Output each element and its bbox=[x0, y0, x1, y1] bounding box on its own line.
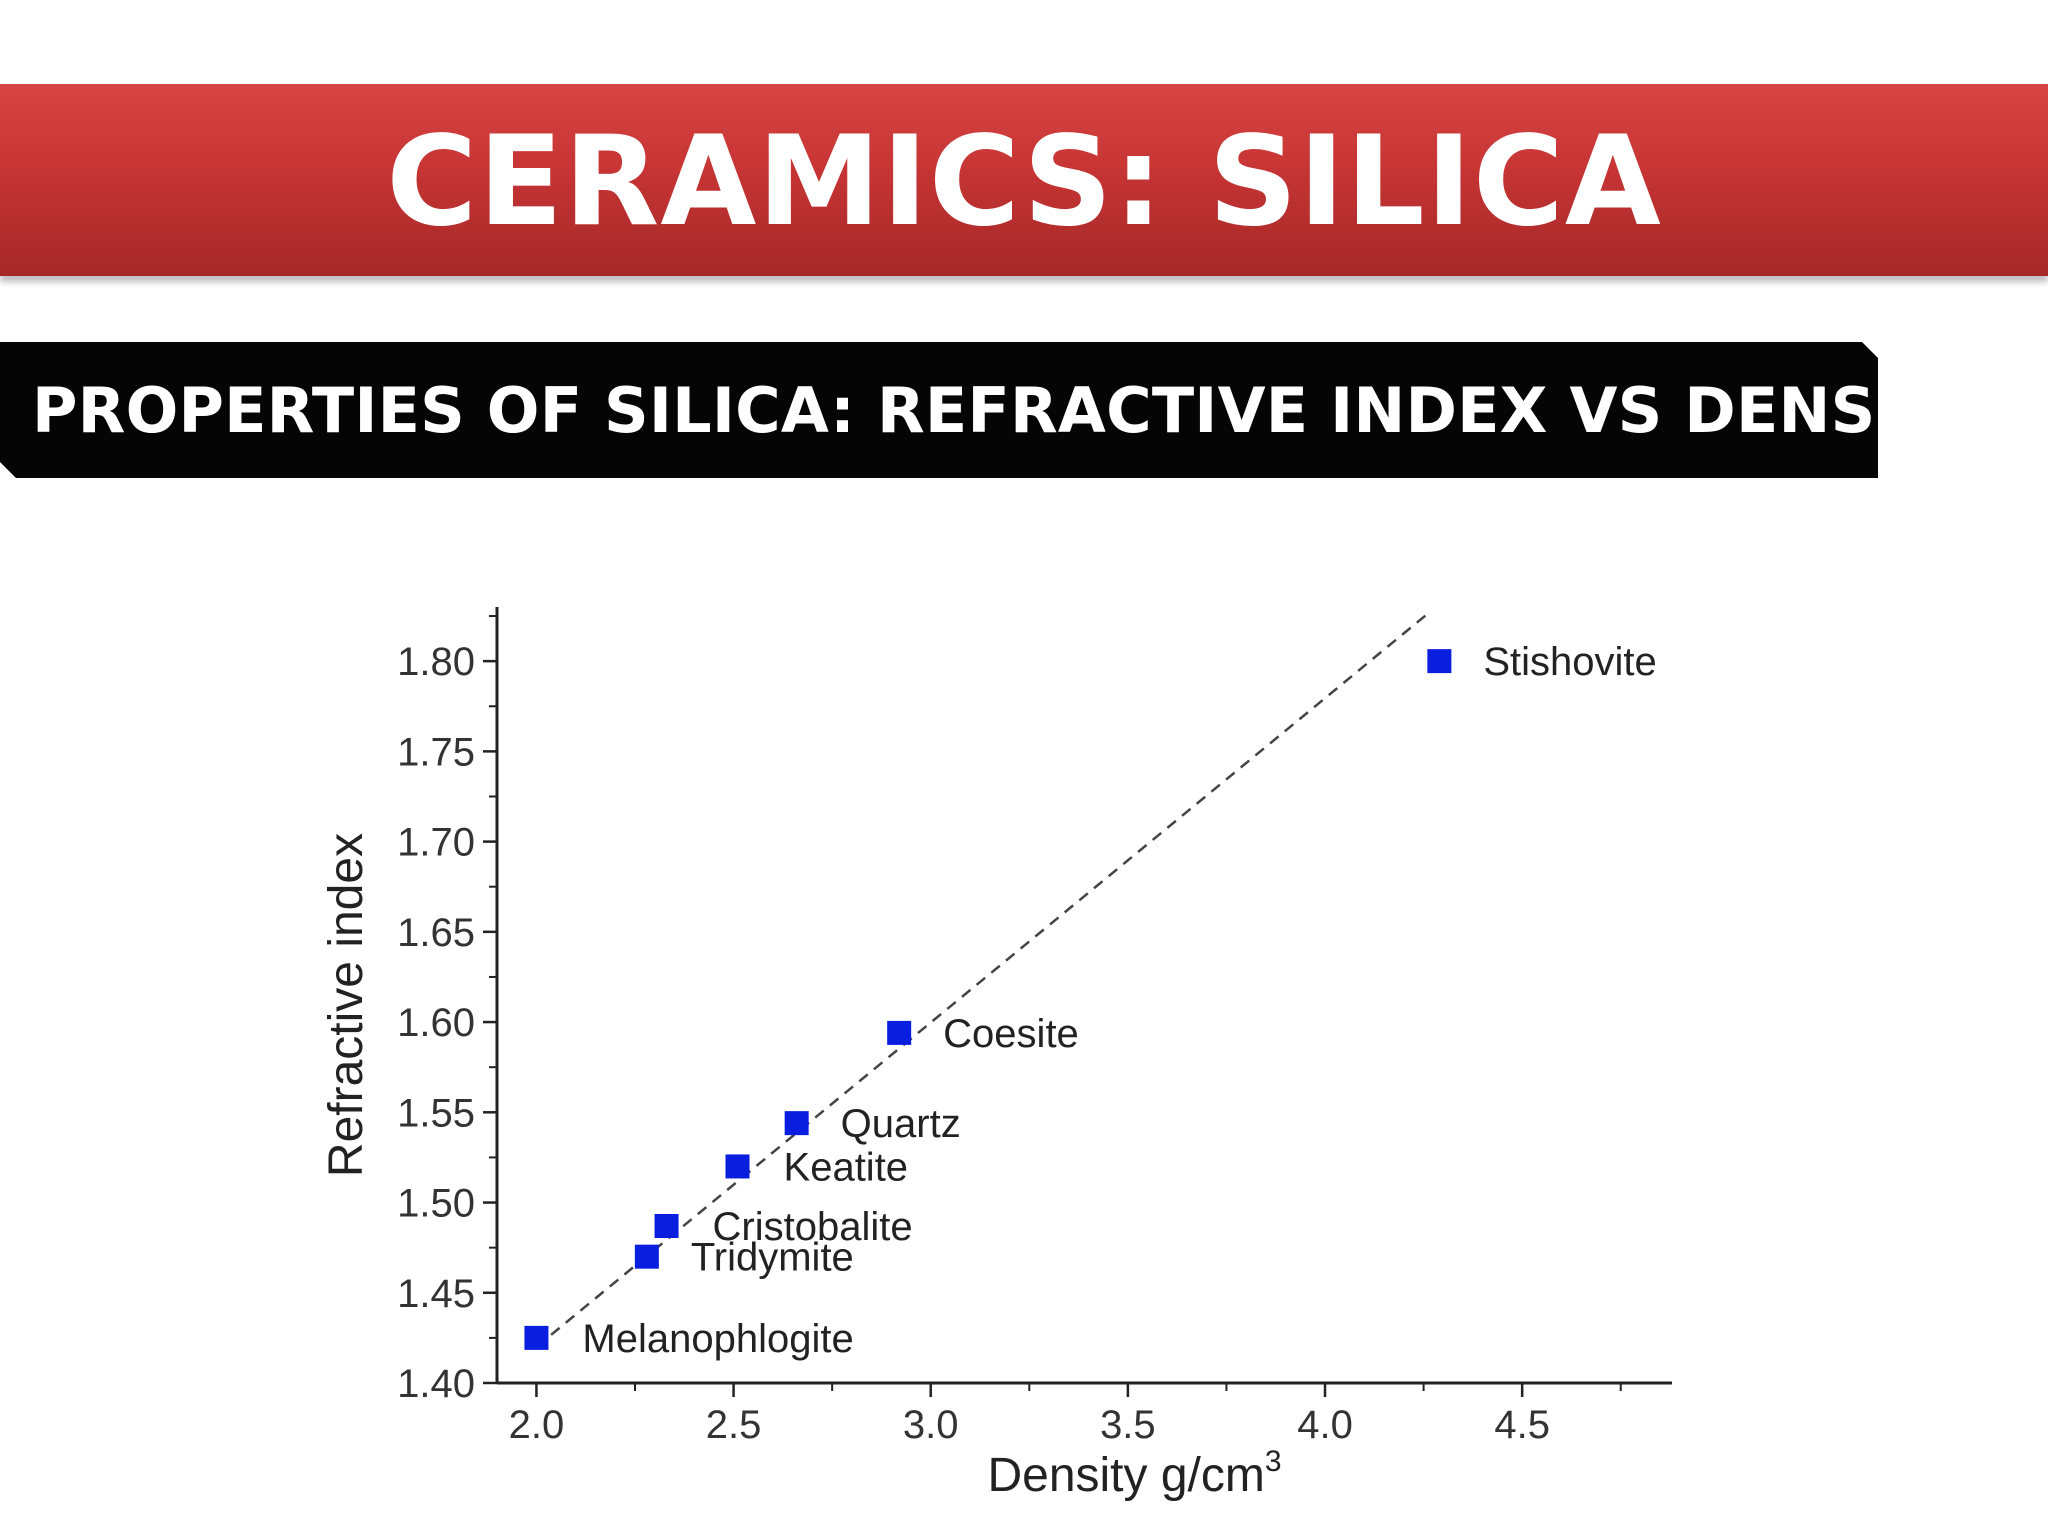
title-banner: CERAMICS: SILICA bbox=[0, 84, 2048, 276]
data-label-quartz: Quartz bbox=[841, 1102, 961, 1146]
y-tick-label: 1.80 bbox=[397, 640, 475, 684]
data-label-coesite: Coesite bbox=[943, 1012, 1079, 1056]
data-label-cristobalite: Cristobalite bbox=[713, 1205, 913, 1249]
data-point-keatite bbox=[725, 1154, 750, 1179]
data-label-melanophlogite: Melanophlogite bbox=[582, 1317, 853, 1361]
y-tick-label: 1.40 bbox=[397, 1362, 475, 1406]
x-tick-label: 3.5 bbox=[1100, 1403, 1156, 1447]
y-axis-title: Refractive index bbox=[320, 833, 373, 1177]
x-tick-label: 2.0 bbox=[509, 1403, 565, 1447]
data-point-quartz bbox=[784, 1111, 809, 1136]
chart-axes bbox=[495, 607, 1672, 1385]
data-point-stishovite bbox=[1427, 649, 1452, 674]
y-tick-label: 1.60 bbox=[397, 1001, 475, 1045]
x-tick-label: 3.0 bbox=[903, 1403, 959, 1447]
x-tick-label: 4.5 bbox=[1494, 1403, 1550, 1447]
data-point-coesite bbox=[887, 1020, 912, 1045]
chart-axis-titles: Density g/cm3 Refractive index bbox=[320, 833, 1282, 1502]
y-tick-label: 1.70 bbox=[397, 821, 475, 865]
data-label-stishovite: Stishovite bbox=[1483, 640, 1656, 684]
chart-ticks: 1.40 1.45 1.50 1.55 1.60 1.65 1.70 1.75 1.80 2.0 2… bbox=[397, 615, 1622, 1447]
y-tick-label: 1.50 bbox=[397, 1182, 475, 1226]
y-tick-label: 1.75 bbox=[397, 730, 475, 774]
x-axis-title: Density g/cm3 bbox=[987, 1445, 1281, 1502]
y-tick-label: 1.45 bbox=[397, 1272, 475, 1316]
data-point-melanophlogite bbox=[524, 1325, 549, 1350]
y-tick-label: 1.65 bbox=[397, 911, 475, 955]
slide-title: CERAMICS: SILICA bbox=[386, 110, 1662, 254]
x-tick-label: 4.0 bbox=[1297, 1403, 1353, 1447]
data-label-keatite: Keatite bbox=[784, 1145, 909, 1189]
data-point-cristobalite bbox=[654, 1213, 679, 1238]
subtitle-bar: PROPERTIES OF SILICA: REFRACTIVE INDEX V… bbox=[0, 342, 1878, 478]
trendline bbox=[535, 609, 1433, 1348]
x-tick-label: 2.5 bbox=[706, 1403, 762, 1447]
chart-trendline bbox=[535, 609, 1433, 1348]
slide-subtitle: PROPERTIES OF SILICA: REFRACTIVE INDEX V… bbox=[32, 373, 1987, 447]
data-label-tridymite: Tridymite bbox=[691, 1236, 854, 1280]
data-point-tridymite bbox=[634, 1244, 659, 1269]
y-tick-label: 1.55 bbox=[397, 1091, 475, 1135]
